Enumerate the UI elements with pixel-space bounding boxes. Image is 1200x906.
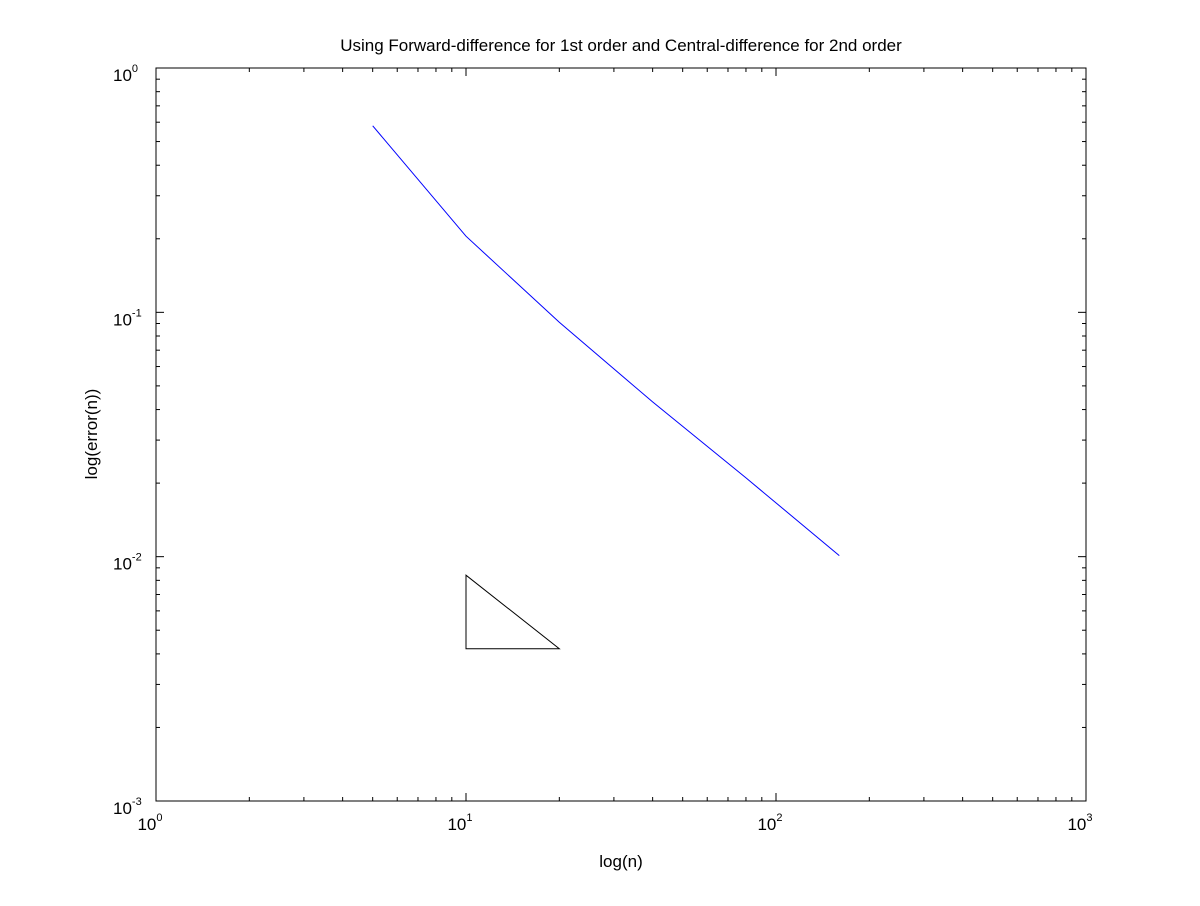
x-tick-label: 103 — [1067, 812, 1092, 834]
x-tick-exponent: 2 — [776, 812, 782, 824]
y-tick-exponent: 0 — [132, 63, 138, 75]
x-tick-exponent: 0 — [156, 812, 162, 824]
y-tick-label: 100 — [113, 63, 138, 85]
y-tick-exponent: -2 — [132, 552, 142, 564]
chart-title: Using Forward-difference for 1st order a… — [340, 36, 902, 55]
x-tick-label: 100 — [137, 812, 162, 834]
x-axis-label: log(n) — [599, 852, 642, 871]
y-tick-label: 10-2 — [113, 552, 142, 574]
x-tick-label: 102 — [757, 812, 782, 834]
x-tick-exponent: 3 — [1086, 812, 1092, 824]
y-tick-exponent: -1 — [132, 307, 142, 319]
annotation-layer — [465, 574, 561, 650]
series-line — [372, 125, 840, 556]
series-layer — [372, 125, 840, 556]
y-tick-exponent: -3 — [132, 796, 142, 808]
y-axis-label: log(error(n)) — [82, 389, 101, 480]
y-tick-label: 10-1 — [113, 307, 142, 329]
plot-area — [155, 67, 1087, 802]
x-tick-label: 101 — [447, 812, 472, 834]
x-tick-exponent: 1 — [466, 812, 472, 824]
slope-triangle — [465, 574, 561, 650]
